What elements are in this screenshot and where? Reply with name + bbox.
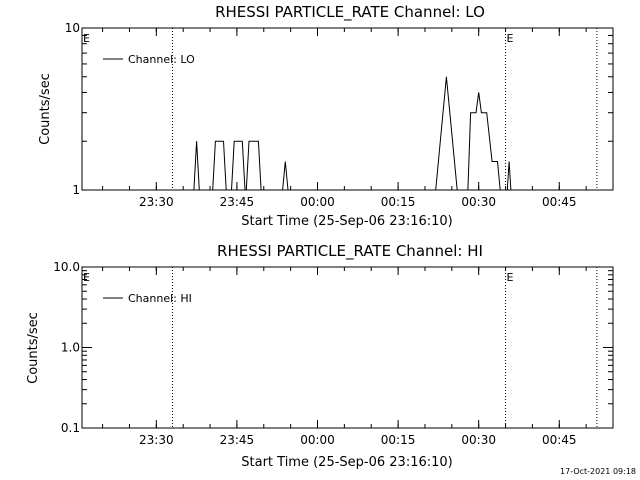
e-marker-label: E (507, 271, 514, 284)
x-tick-label: 00:45 (542, 195, 577, 209)
x-tick-label: 00:15 (381, 433, 416, 447)
x-tick-label: 00:30 (461, 195, 496, 209)
chart-panel-lo: RHESSI PARTICLE_RATE Channel: LO 23:30 23… (38, 3, 614, 229)
y-tick-label: 10 (65, 21, 80, 35)
y-tick-label: 1 (72, 183, 80, 197)
x-tick-label: 00:00 (300, 433, 335, 447)
e-marker-label: E (507, 32, 514, 45)
dotted-lines (171, 28, 598, 190)
y-tick-label: 0.1 (61, 421, 80, 435)
x-tick-label: 00:45 (542, 433, 577, 447)
series-lines (193, 76, 512, 191)
x-tick-label: 00:15 (381, 195, 416, 209)
x-axis-label: Start Time (25-Sep-06 23:16:10) (241, 455, 452, 470)
legend-label: Channel: LO (128, 53, 195, 66)
legend: Channel: HI (103, 292, 192, 305)
chart-panel-hi: RHESSI PARTICLE_RATE Channel: HI 23:30 23… (26, 242, 614, 470)
footer-timestamp: 17-Oct-2021 09:18 (560, 467, 636, 476)
x-tick-label: 00:00 (300, 195, 335, 209)
e-marker-label: E (83, 32, 90, 45)
y-axis-label: Counts/sec (38, 73, 53, 145)
legend: Channel: LO (103, 53, 195, 66)
series-line (193, 76, 512, 191)
x-tick-label: 23:30 (139, 433, 174, 447)
y-axis-label: Counts/sec (26, 312, 41, 384)
y-tick-label: 1.0 (61, 341, 80, 355)
x-axis-label: Start Time (25-Sep-06 23:16:10) (241, 214, 452, 229)
x-tick-label: 00:30 (461, 433, 496, 447)
legend-label: Channel: HI (128, 292, 192, 305)
x-tick-label: 23:30 (139, 195, 174, 209)
y-tick-label: 10.0 (53, 260, 80, 274)
axis-ticks: 23:30 23:45 00:00 00:15 00:30 00:45 1 10 (65, 21, 614, 209)
axis-ticks: 23:30 23:45 00:00 00:15 00:30 00:45 10.0 1.0 0.1 (53, 260, 614, 447)
x-tick-label: 23:45 (220, 195, 255, 209)
chart-title: RHESSI PARTICLE_RATE Channel: LO (215, 3, 485, 22)
e-marker-label: E (83, 271, 90, 284)
chart-title: RHESSI PARTICLE_RATE Channel: HI (217, 242, 483, 261)
x-tick-label: 23:45 (220, 433, 255, 447)
dotted-lines (171, 267, 598, 428)
